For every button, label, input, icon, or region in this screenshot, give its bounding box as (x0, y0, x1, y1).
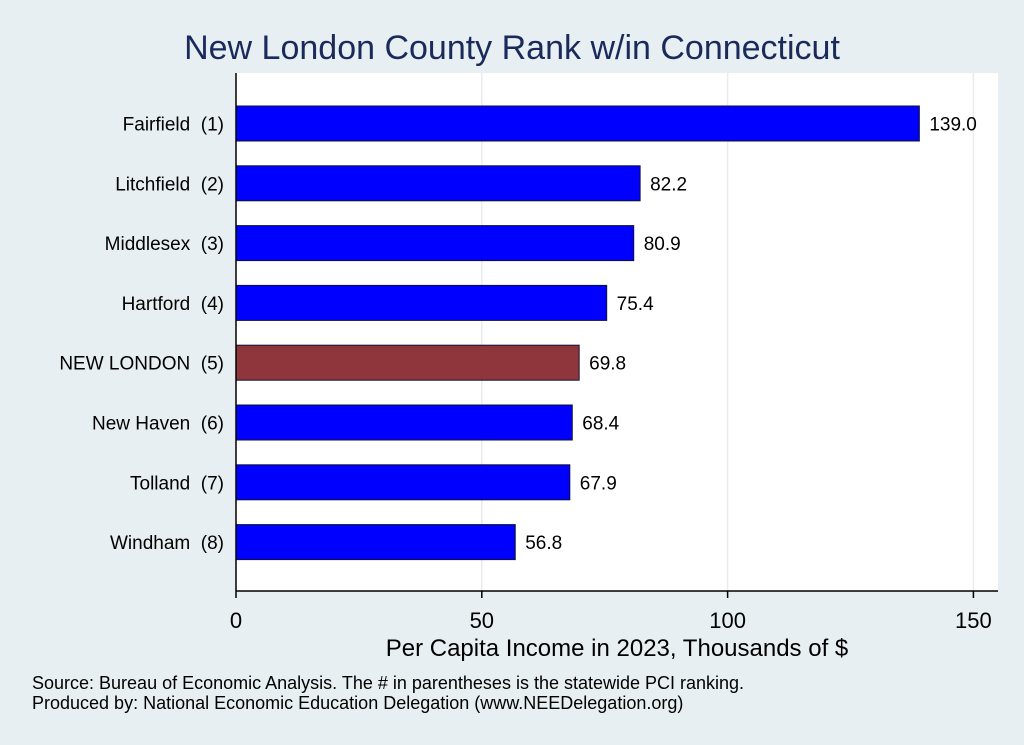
chart-title: New London County Rank w/in Connecticut (184, 29, 840, 67)
category-label: Fairfield (1) (123, 115, 224, 136)
bar (235, 524, 516, 561)
bar (235, 284, 608, 321)
source-note: Source: Bureau of Economic Analysis. The… (32, 673, 744, 693)
category-label: Hartford (4) (122, 294, 224, 315)
plot-area (236, 73, 998, 591)
x-tick-label: 150 (955, 608, 992, 633)
bar (235, 464, 571, 501)
bar-value-label: 56.8 (525, 533, 562, 554)
bar (235, 344, 580, 381)
bar (235, 165, 641, 202)
category-label: NEW LONDON (5) (59, 354, 224, 375)
bar-value-label: 82.2 (650, 174, 687, 195)
bar-value-label: 80.9 (644, 234, 681, 255)
bar (235, 105, 920, 142)
producer-note: Produced by: National Economic Education… (32, 693, 683, 713)
x-tick-label: 50 (470, 608, 494, 633)
x-tick-label: 0 (230, 608, 242, 633)
category-label: Litchfield (2) (115, 174, 224, 195)
bar-value-label: 75.4 (617, 294, 654, 315)
category-label: Middlesex (3) (105, 234, 224, 255)
x-tick-label: 100 (709, 608, 746, 633)
bar (235, 404, 573, 441)
bar-value-label: 69.8 (589, 354, 626, 375)
bar (235, 225, 635, 262)
bar-value-label: 67.9 (580, 473, 617, 494)
category-label: New Haven (6) (92, 414, 224, 435)
category-label: Tolland (7) (130, 473, 224, 494)
category-label: Windham (8) (110, 533, 224, 554)
x-axis-title: Per Capita Income in 2023, Thousands of … (386, 635, 849, 662)
bar-value-label: 68.4 (582, 414, 619, 435)
bar-value-label: 139.0 (929, 115, 977, 136)
